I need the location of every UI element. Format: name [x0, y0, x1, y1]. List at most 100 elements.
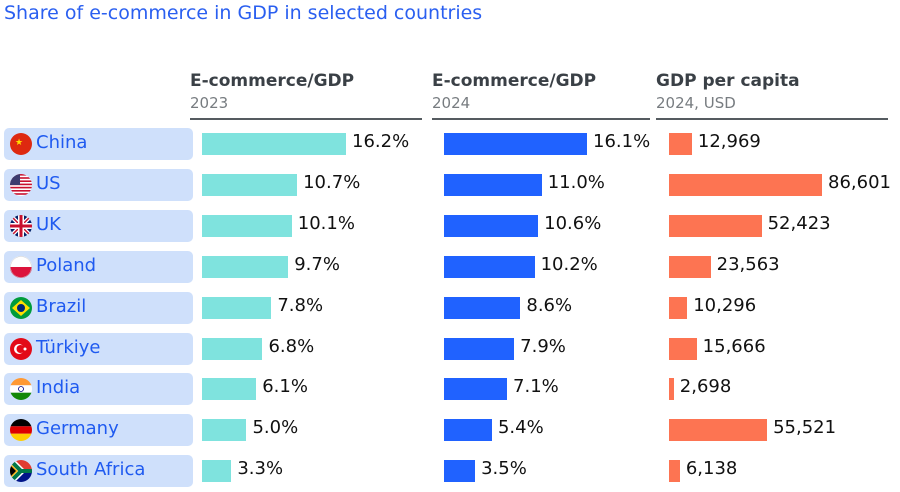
data-label: 15,666 [702, 335, 766, 357]
country-label: ★ China [4, 128, 193, 160]
table-row: ★ China 16.2% 16.1% 12,969 [0, 128, 900, 162]
data-label: 9.7% [294, 253, 340, 275]
data-label: 10.6% [544, 212, 602, 234]
chart-title: Share of e-commerce in GDP in selected c… [4, 2, 483, 24]
bar [202, 255, 289, 278]
bar [444, 337, 515, 360]
column-header-subtitle: 2024 [432, 94, 471, 112]
column-header: GDP per capita 2024, USD [656, 70, 888, 120]
data-label: 3.3% [237, 458, 284, 480]
bar [444, 296, 521, 319]
data-label: 6.1% [262, 376, 308, 398]
country-name: Türkiye [36, 336, 101, 358]
table-row: Germany 5.0% 5.4% 55,521 [0, 414, 900, 448]
data-label: 10.7% [303, 171, 361, 193]
bar [444, 419, 492, 442]
bar [444, 173, 542, 196]
table-row: US 10.7% 11.0% 86,601 [0, 168, 900, 203]
china-flag-icon: ★ [10, 133, 32, 155]
bar [669, 460, 680, 483]
country-name: South Africa [36, 459, 146, 481]
data-label: 10.2% [540, 253, 598, 275]
country-name: China [36, 132, 88, 153]
data-label: 23,563 [716, 253, 780, 275]
us-flag-icon [10, 173, 32, 196]
table-row: India 6.1% 7.1% 2,698 [0, 373, 900, 407]
table-row: Brazil 7.8% 8.6% 10,296 [0, 291, 900, 326]
bar [202, 133, 346, 155]
data-label: 10.1% [297, 212, 355, 234]
bar [444, 255, 535, 278]
bar [444, 378, 508, 401]
data-label: 16.1% [593, 131, 651, 152]
bar [669, 419, 768, 442]
data-label: 2,698 [679, 376, 732, 398]
country-label: Türkiye [4, 332, 193, 365]
country-label: US [4, 168, 193, 201]
brazil-flag-icon [10, 296, 32, 319]
data-label: 7.8% [277, 294, 324, 316]
country-name: Brazil [36, 295, 87, 317]
bar [202, 419, 247, 442]
data-label: 8.6% [526, 294, 573, 316]
bar [202, 214, 292, 237]
turkiye-flag-icon [10, 337, 32, 360]
column-header-subtitle: 2023 [190, 94, 229, 112]
country-name: Germany [36, 418, 119, 440]
column-header-title: E-commerce/GDP [190, 71, 355, 91]
country-name: US [36, 172, 61, 194]
data-label: 86,601 [828, 171, 891, 193]
column-header-title: E-commerce/GDP [432, 71, 597, 91]
column-header-subtitle: 2024, USD [656, 94, 736, 112]
column-header: E-commerce/GDP 2024 [432, 70, 650, 120]
bar [669, 296, 688, 319]
country-label: Poland [4, 250, 193, 283]
bar [669, 378, 674, 401]
bar [669, 133, 692, 155]
bar [444, 460, 476, 483]
data-label: 11.0% [547, 171, 605, 193]
table-row: UK 10.1% 10.6% 52,423 [0, 209, 900, 244]
country-label: Germany [4, 414, 193, 447]
data-label: 52,423 [767, 212, 831, 234]
column-header-title: GDP per capita [656, 71, 800, 91]
data-label: 6.8% [268, 335, 315, 357]
data-label: 6,138 [685, 458, 738, 480]
bar [444, 214, 539, 237]
country-name: UK [36, 213, 61, 235]
country-label: Brazil [4, 291, 193, 324]
data-label: 7.9% [520, 335, 566, 357]
data-label: 7.1% [513, 376, 559, 398]
bar [444, 133, 587, 155]
svg-text:★: ★ [15, 138, 23, 148]
bar [669, 255, 711, 278]
country-name: Poland [36, 254, 97, 276]
table-row: Poland 9.7% 10.2% 23,563 [0, 250, 900, 285]
data-label: 12,969 [697, 131, 761, 152]
bar [669, 337, 697, 360]
bar [202, 378, 257, 401]
country-label: UK [4, 209, 193, 242]
bar [669, 173, 822, 196]
data-label: 3.5% [481, 458, 527, 480]
country-name: India [36, 377, 81, 399]
bar [669, 214, 762, 237]
country-label: India [4, 373, 193, 406]
data-label: 16.2% [352, 131, 410, 152]
table-row: South Africa 3.3% 3.5% 6,138 [0, 455, 900, 489]
bar [202, 460, 232, 483]
data-label: 5.0% [252, 417, 299, 439]
column-header: E-commerce/GDP 2023 [190, 70, 422, 120]
country-label: South Africa [4, 455, 193, 488]
data-label: 55,521 [773, 417, 837, 439]
india-flag-icon [10, 378, 32, 401]
poland-flag-icon [10, 255, 32, 278]
bar [202, 337, 263, 360]
south-africa-flag-icon [10, 460, 32, 483]
table-row: Türkiye 6.8% 7.9% 15,666 [0, 332, 900, 367]
germany-flag-icon [10, 419, 32, 442]
uk-flag-icon [10, 214, 32, 237]
data-label: 10,296 [693, 294, 757, 316]
bar [202, 173, 298, 196]
data-label: 5.4% [497, 417, 544, 439]
